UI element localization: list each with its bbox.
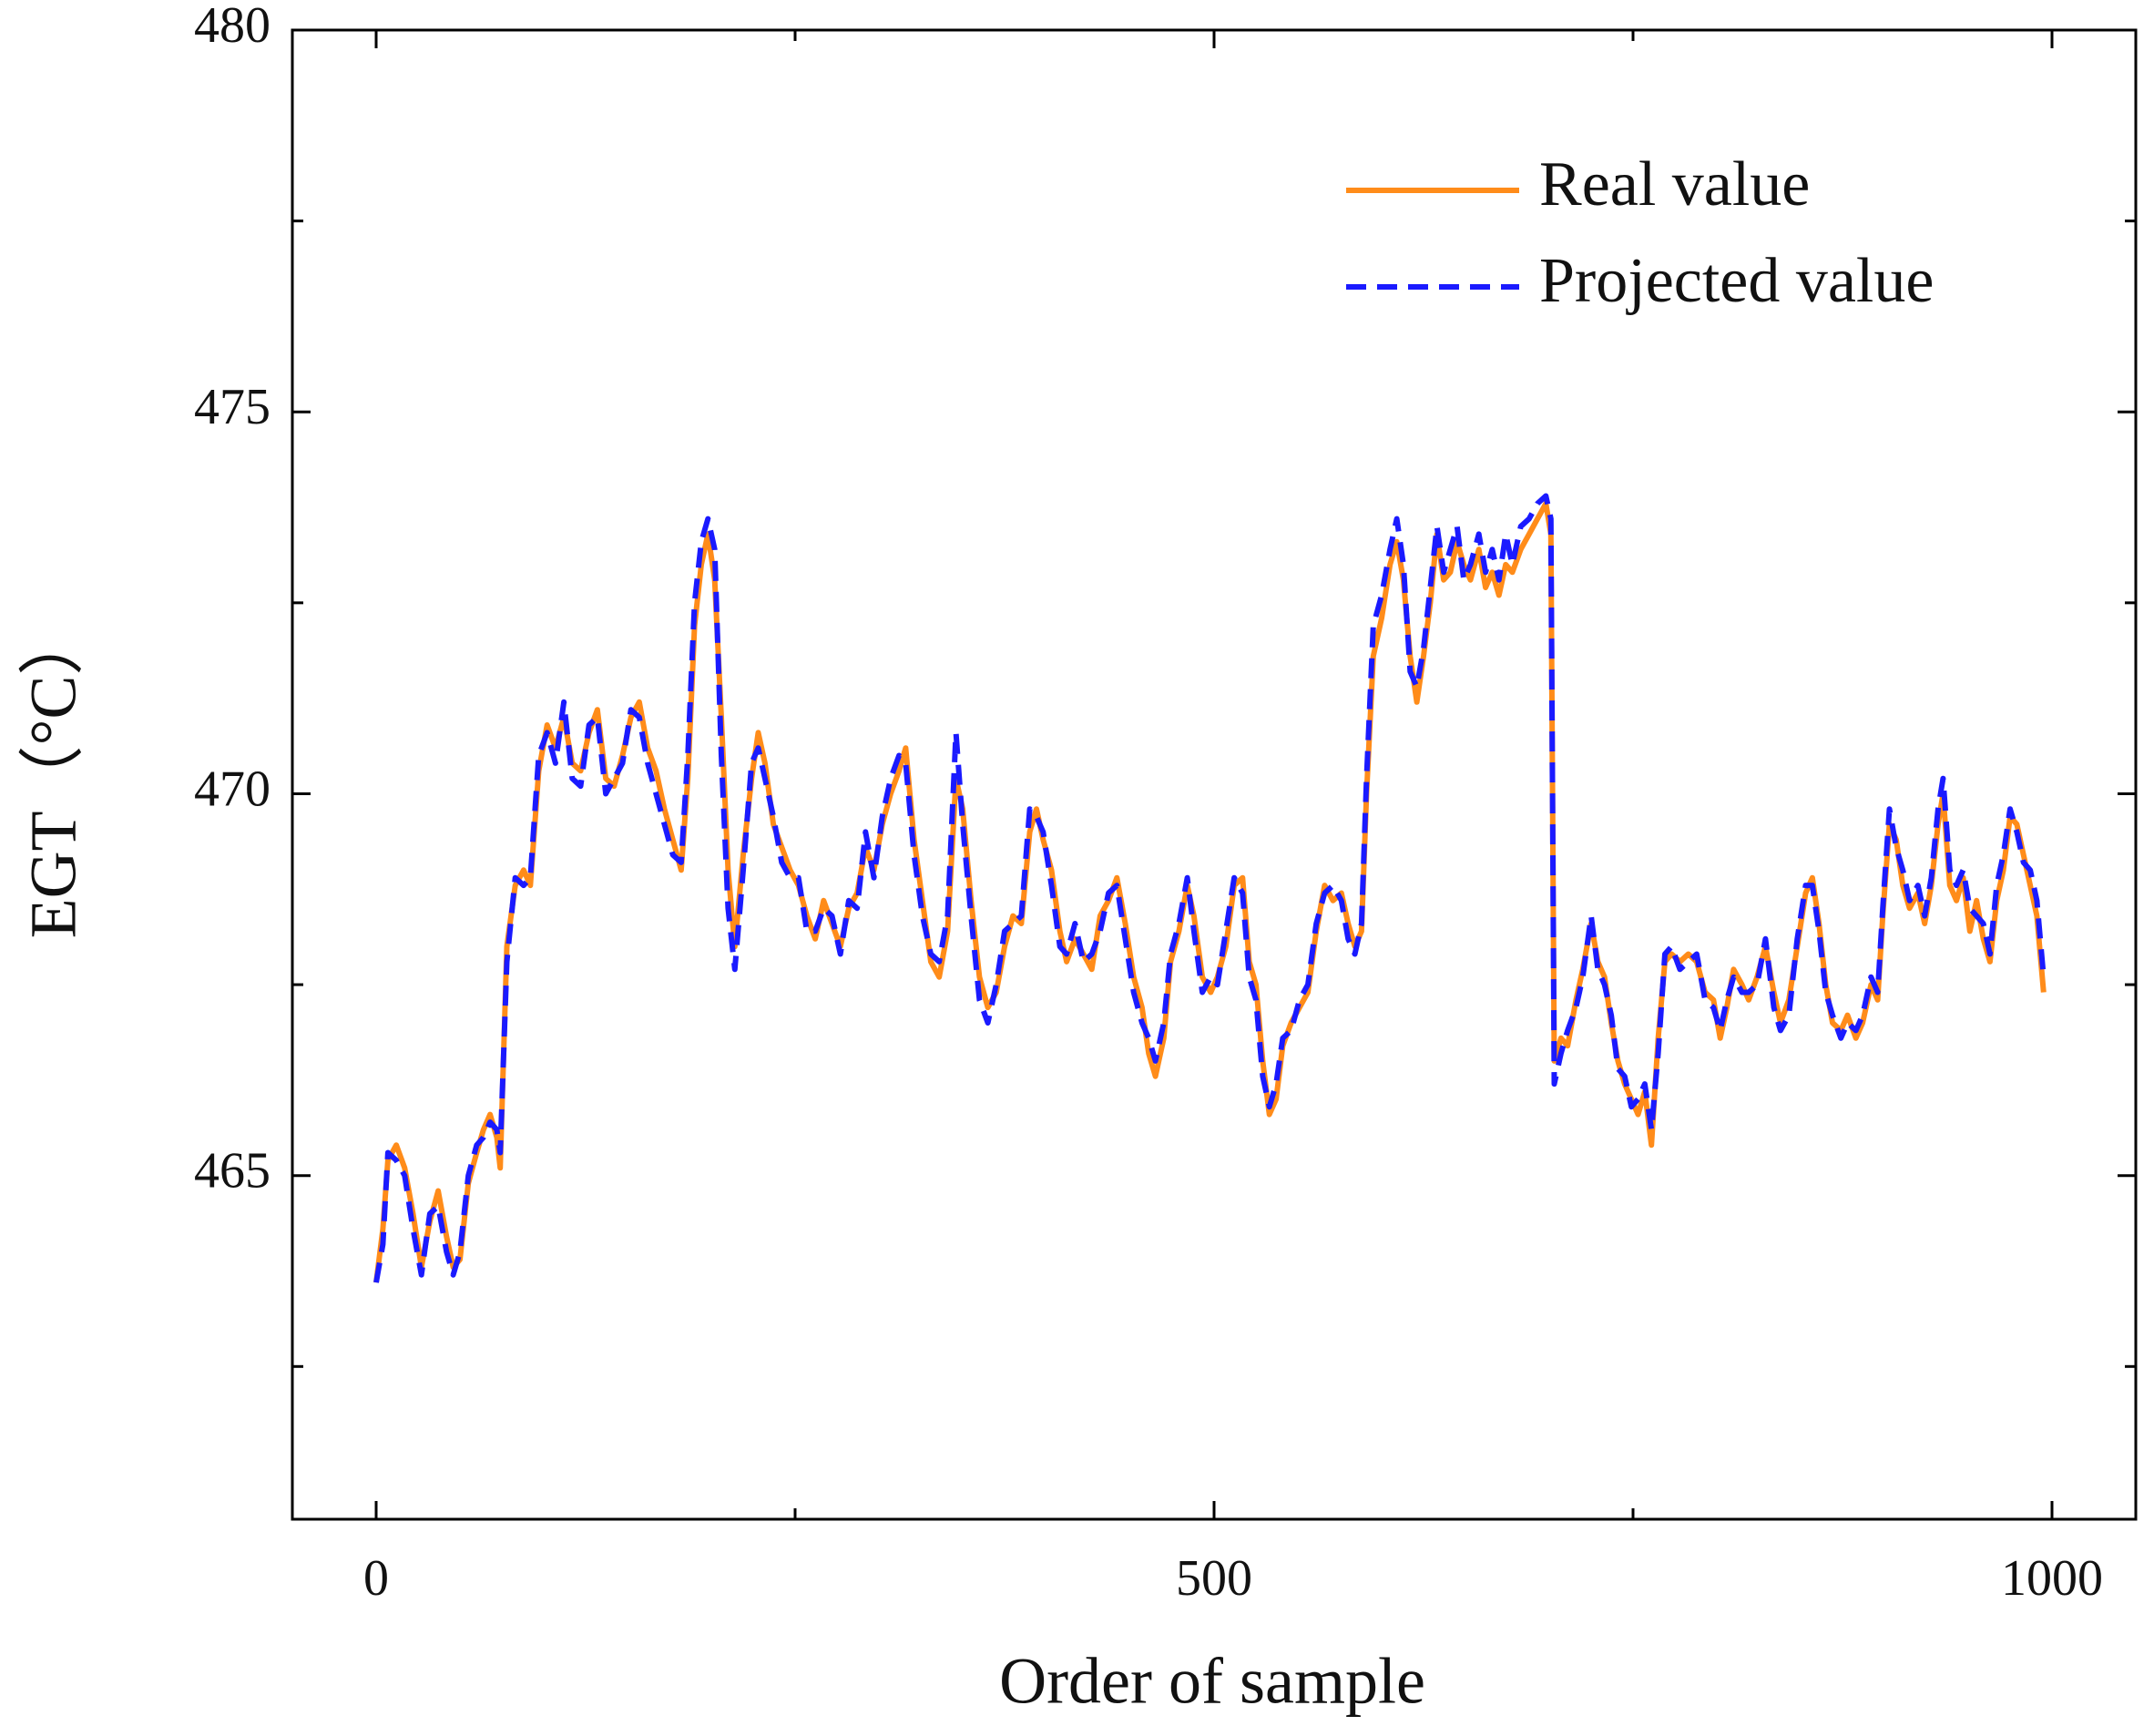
series-line: [373, 500, 2047, 1283]
x-tick-label: 0: [363, 1550, 389, 1607]
y-tick-label: 480: [194, 0, 271, 54]
series-line: [373, 493, 2047, 1283]
x-axis-title: Order of sample: [999, 1645, 1425, 1718]
x-tick-label: 1000: [2001, 1550, 2103, 1607]
y-tick-label: 470: [194, 761, 271, 817]
x-tick-label: 500: [1176, 1550, 1252, 1607]
y-axis-title: EGT（°C）: [17, 610, 90, 939]
y-tick-label: 475: [194, 379, 271, 435]
legend-label: Real value: [1539, 149, 1810, 220]
legend-label: Projected value: [1539, 246, 1934, 316]
y-tick-label: 465: [194, 1143, 271, 1200]
plot-frame: [291, 28, 2138, 1521]
